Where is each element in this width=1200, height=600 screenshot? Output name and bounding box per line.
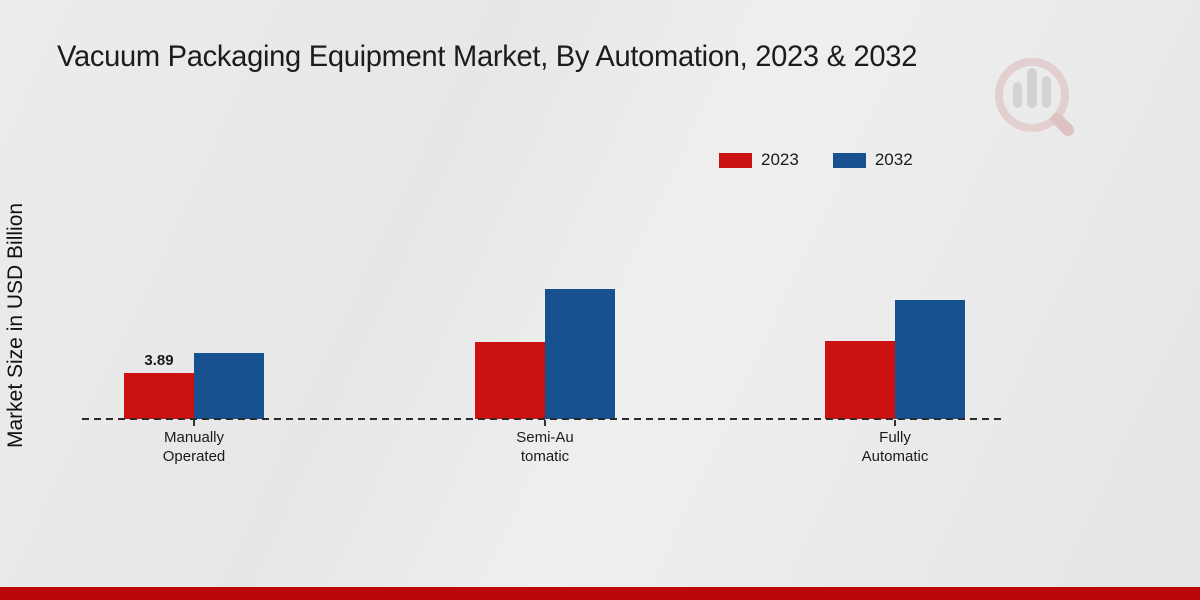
legend-swatch-icon [832,152,866,168]
x-axis-tick [193,420,195,426]
legend-swatch-icon [719,152,752,168]
footer-bar [0,587,1200,600]
bar-2023-category-1 [475,342,545,419]
bar-2023-category-0 [124,373,194,419]
bar-chart-magnifier-logo-icon [995,58,1074,136]
legend-item-2023: 2023 [719,150,799,170]
legend: 2023 2032 [719,150,913,170]
bar-2032-category-0 [194,353,264,419]
x-axis-category-label: Fully Automatic [861,429,929,465]
legend-item-2032: 2032 [832,150,913,170]
legend-label: 2023 [761,150,799,169]
bar-2032-category-1 [545,289,615,419]
legend-label: 2032 [874,150,913,169]
chart-title: Vacuum Packaging Equipment Market, By Au… [57,40,918,73]
x-axis-tick [544,420,546,426]
bar-2032-category-2 [895,300,965,419]
x-axis-baseline [82,418,1005,420]
x-axis-category-label: Manually Operated [162,429,226,465]
y-axis-label: Market Size in USD Billion [4,202,27,448]
bar-value-label: 3.89 [144,352,174,369]
x-axis-tick [894,420,896,426]
x-axis-category-label: Semi-Au tomatic [516,429,574,465]
bar-2023-category-2 [825,341,895,419]
